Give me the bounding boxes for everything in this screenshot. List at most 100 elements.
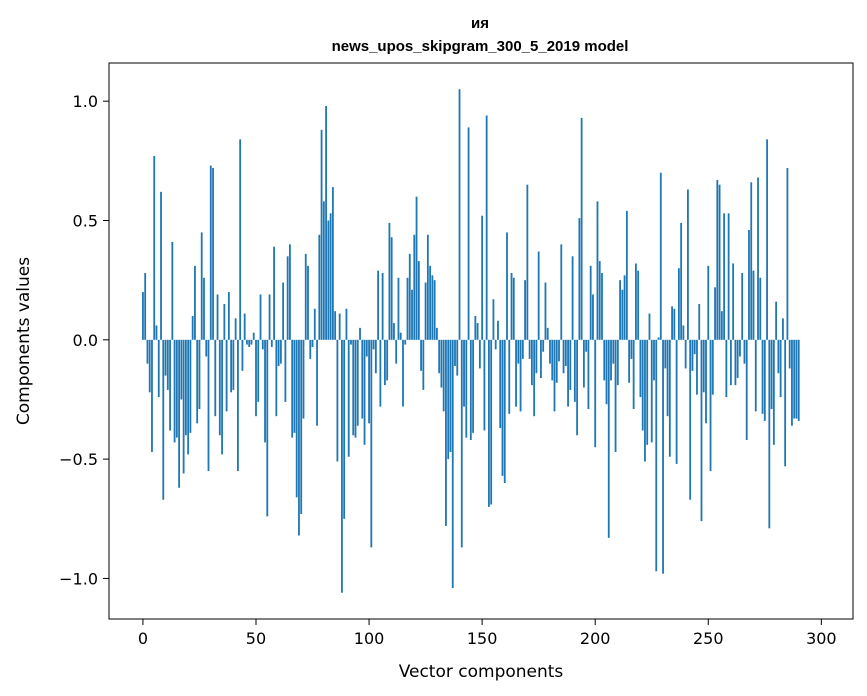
bar — [162, 339, 165, 500]
bar — [467, 127, 470, 340]
bar — [336, 339, 339, 462]
bar — [777, 339, 780, 374]
bar — [483, 339, 486, 431]
bar — [664, 339, 667, 369]
bar — [698, 304, 701, 340]
bar — [481, 215, 484, 340]
bar — [374, 339, 377, 374]
bar — [601, 272, 603, 340]
bar — [232, 339, 235, 390]
bar — [702, 339, 705, 393]
bar — [781, 318, 784, 340]
bar — [350, 339, 352, 345]
bar — [203, 277, 205, 340]
bar — [494, 339, 497, 350]
bar — [436, 327, 438, 340]
bar — [555, 339, 558, 383]
bar — [775, 301, 778, 340]
bar — [359, 327, 361, 340]
chart-title: ия — [471, 15, 489, 32]
bar — [720, 311, 723, 340]
bar — [406, 277, 409, 340]
bar — [259, 294, 262, 340]
bar — [302, 339, 305, 419]
bar — [438, 339, 441, 374]
bar — [399, 332, 402, 340]
bar — [293, 339, 296, 433]
bar — [413, 234, 416, 340]
bar — [571, 256, 574, 340]
bar — [307, 265, 309, 340]
x-tick-label: 250 — [693, 629, 724, 648]
bar — [166, 339, 169, 390]
bar — [478, 339, 481, 369]
bar — [625, 210, 628, 340]
bar — [216, 294, 219, 340]
bar — [506, 232, 508, 340]
bar — [164, 339, 167, 376]
bar — [546, 327, 549, 340]
bar — [237, 339, 239, 472]
bar — [797, 339, 800, 421]
bar — [329, 213, 332, 340]
bar — [691, 339, 694, 371]
bar — [408, 253, 411, 340]
bar — [334, 311, 337, 340]
bar — [426, 234, 429, 340]
bar — [684, 339, 687, 369]
bar — [582, 339, 585, 388]
bar — [585, 339, 588, 352]
x-tick-label: 0 — [138, 629, 148, 648]
bar — [248, 339, 251, 347]
bar — [456, 339, 459, 376]
bar — [741, 272, 744, 340]
bar — [300, 339, 303, 515]
x-tick-label: 100 — [354, 629, 385, 648]
bar — [709, 339, 712, 472]
bar — [180, 339, 183, 400]
bar — [723, 213, 726, 340]
bars-group — [142, 89, 800, 593]
bar — [598, 261, 601, 340]
bar — [345, 308, 348, 340]
bar — [729, 339, 732, 386]
bar — [440, 339, 443, 388]
bar — [619, 280, 621, 340]
bar — [433, 280, 436, 340]
bar — [508, 339, 511, 414]
bar — [675, 339, 678, 464]
bar — [191, 315, 194, 340]
x-tick-label: 150 — [467, 629, 498, 648]
bar — [361, 339, 364, 419]
bar — [304, 253, 307, 340]
bar — [257, 339, 260, 402]
bar — [429, 265, 432, 340]
bar — [316, 339, 318, 426]
bar — [551, 339, 554, 381]
bar — [759, 277, 762, 340]
bar — [655, 339, 658, 572]
bar — [795, 339, 798, 419]
bar — [727, 213, 730, 340]
x-tick-label: 300 — [806, 629, 837, 648]
bar — [341, 339, 343, 593]
bar — [553, 339, 556, 412]
bar — [786, 168, 789, 340]
bar — [252, 332, 255, 340]
y-tick-label: −1.0 — [59, 569, 98, 588]
bar — [390, 237, 393, 340]
plot-frame — [108, 62, 854, 620]
bar — [327, 220, 330, 340]
bar — [567, 339, 569, 407]
bar — [736, 339, 739, 378]
bar — [397, 277, 400, 340]
bar — [580, 117, 583, 340]
bar — [725, 339, 728, 398]
bar — [239, 139, 242, 340]
bar — [157, 339, 160, 398]
bar — [218, 339, 221, 436]
bar — [320, 129, 323, 340]
bar — [184, 339, 187, 436]
bar — [393, 323, 395, 340]
bar — [700, 339, 703, 522]
